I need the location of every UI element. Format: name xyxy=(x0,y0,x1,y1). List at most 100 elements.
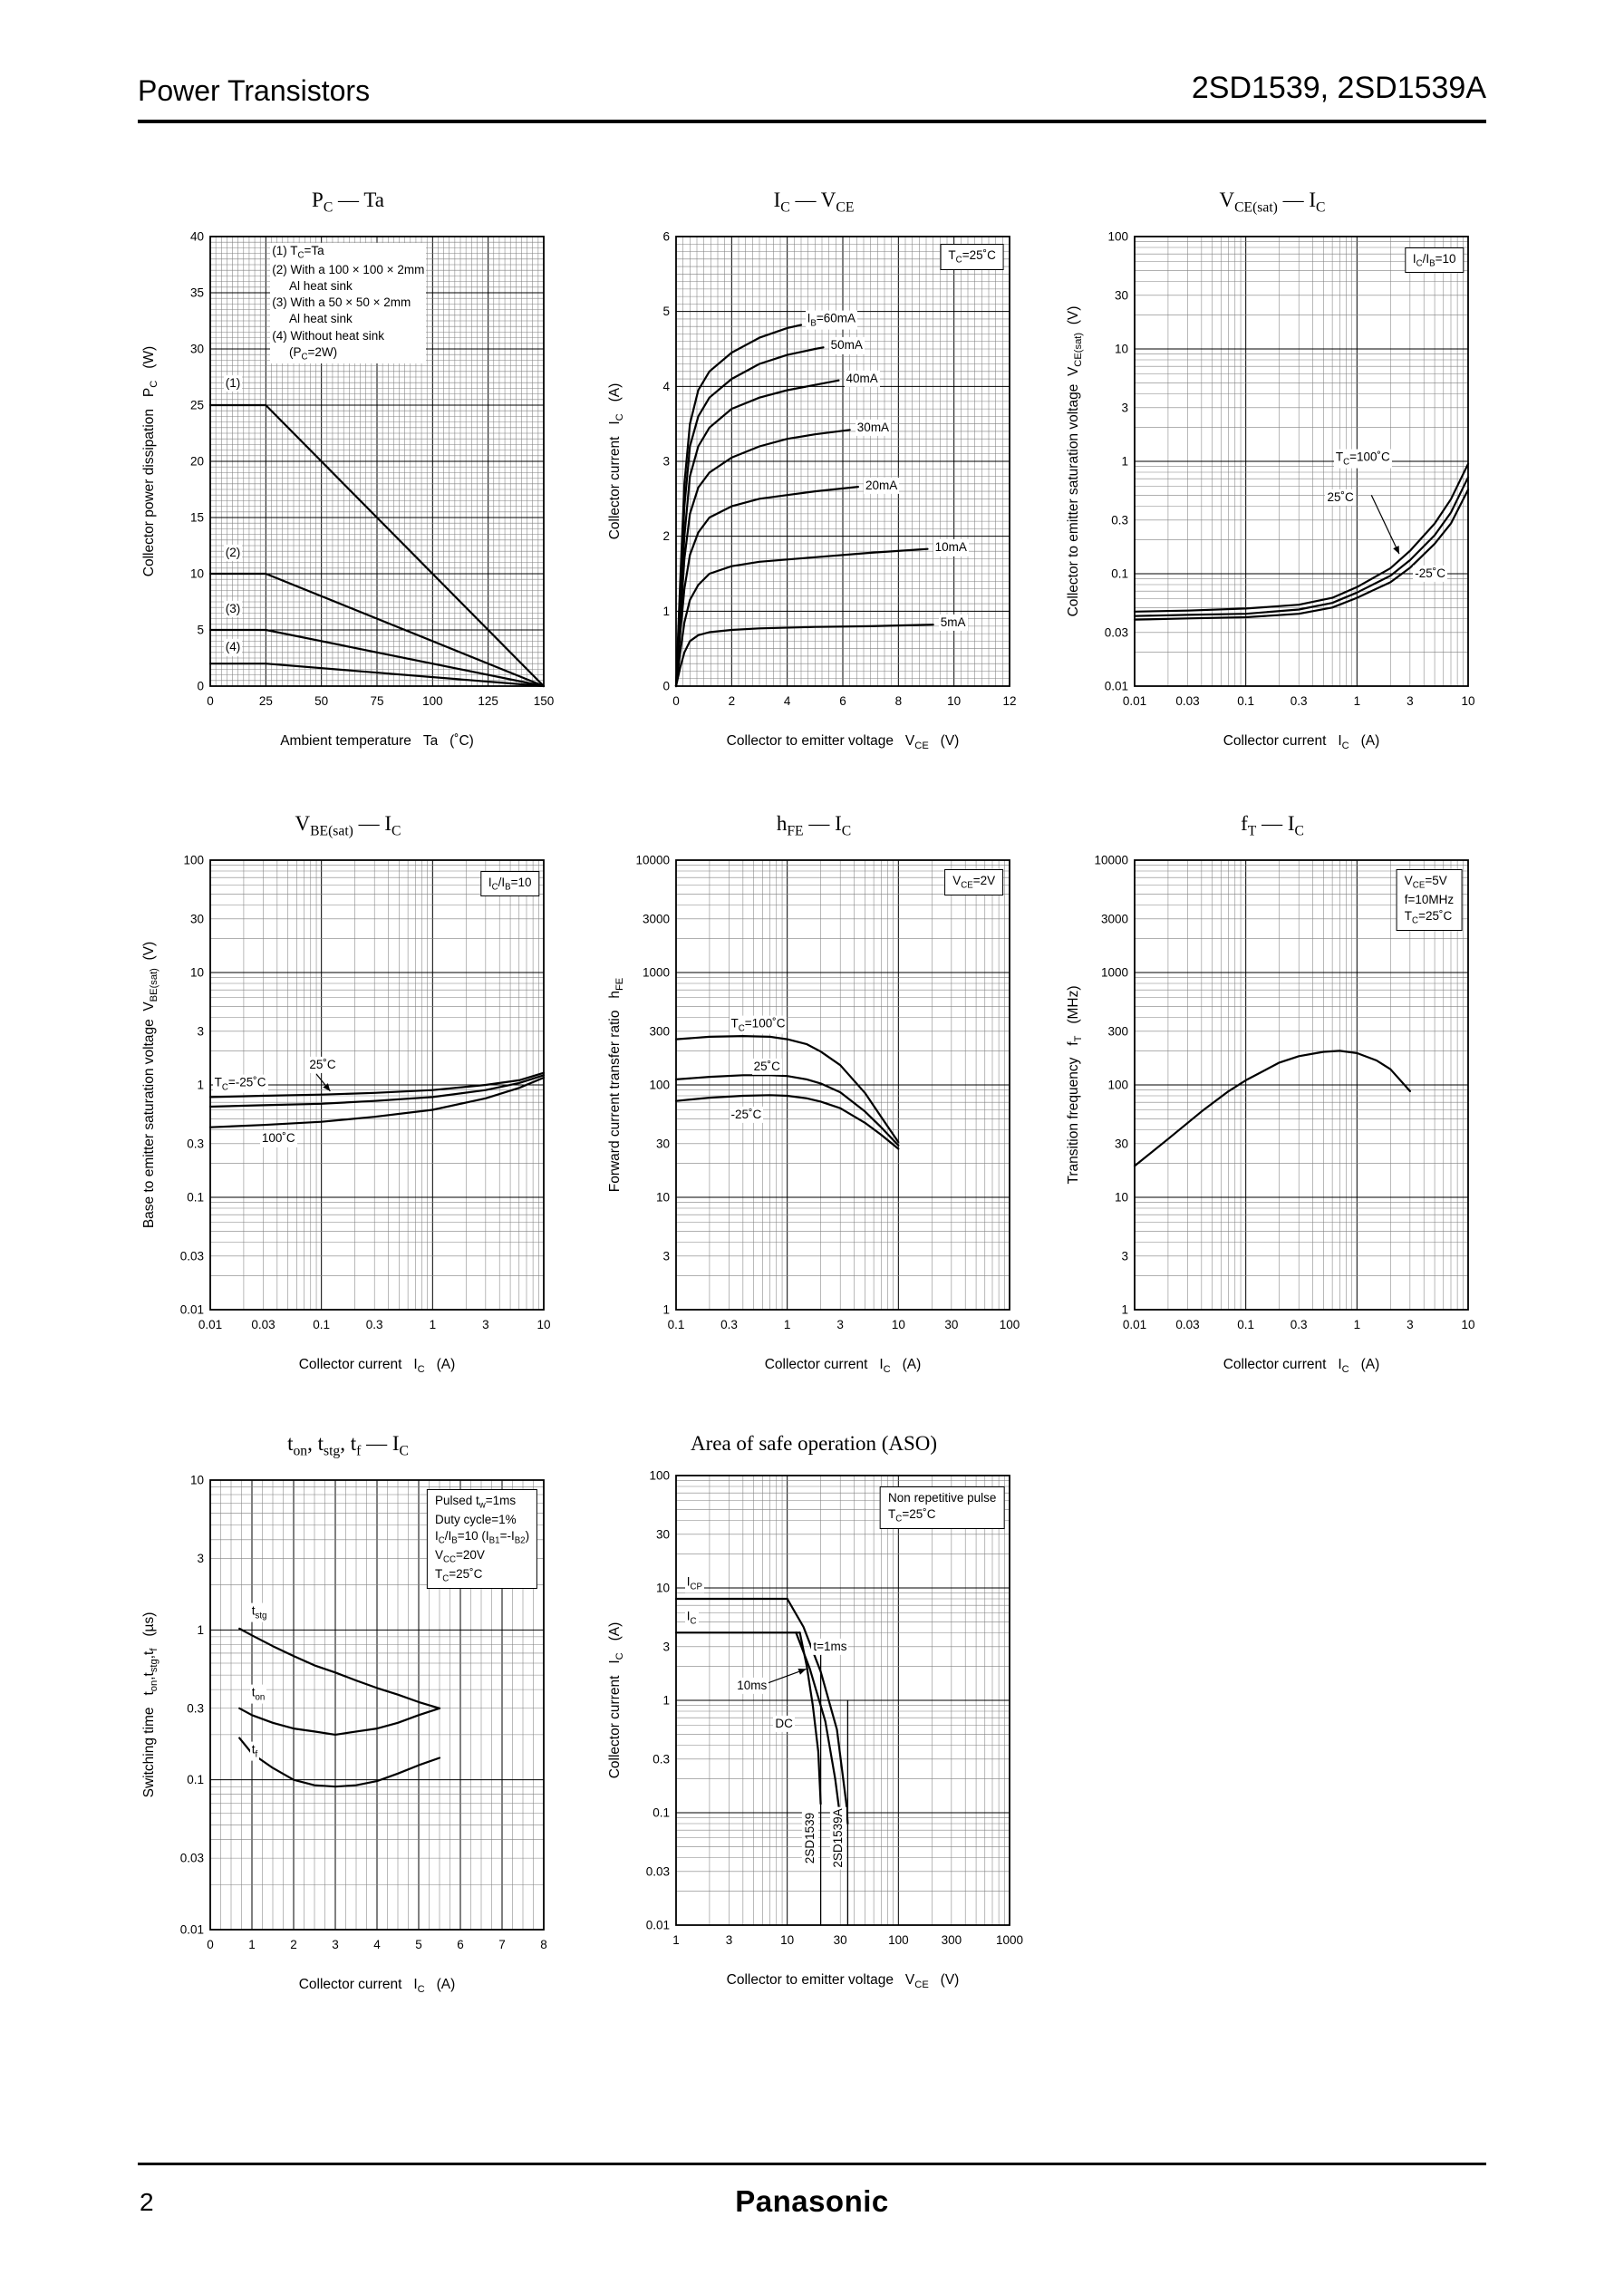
svg-text:0.03: 0.03 xyxy=(180,1851,204,1864)
footer-rule xyxy=(138,2163,1486,2165)
svg-text:8: 8 xyxy=(540,1938,547,1951)
curve-label-ib20: 20mA xyxy=(864,477,900,494)
series-ib-5ma xyxy=(674,623,934,687)
curve-label-25c: 25˚C xyxy=(751,1058,782,1075)
chart-title: fT — IC xyxy=(1241,812,1304,839)
chart-plot-area: 0.1 0.3 1 3 10 30 100 1 3 10 30 100 300 1000 3000 10000… xyxy=(605,847,1022,1355)
y-axis-label: Base to emitter saturation voltage VBE(s… xyxy=(140,941,160,1228)
header-rule xyxy=(138,120,1486,123)
svg-text:0.01: 0.01 xyxy=(180,1922,204,1936)
chart-ic-vce: IC — VCE 0 2 4 6 8 10 12 0 1 2 3 4 5 6 TC=25˚C IB=60mA 50… xyxy=(564,189,1035,751)
curve-label-ib50: 50mA xyxy=(828,337,865,354)
chart-plot-area: 0 1 2 3 4 5 6 7 8 0.01 0.03 0.1 0.3 1 3 10 Pulsed tw=1ms… xyxy=(140,1467,556,1975)
svg-text:1: 1 xyxy=(662,1302,670,1316)
svg-text:0.1: 0.1 xyxy=(313,1318,330,1331)
svg-text:0.1: 0.1 xyxy=(187,1190,204,1204)
svg-text:10: 10 xyxy=(1115,342,1128,355)
curve-label-ib30: 30mA xyxy=(855,420,892,437)
y-axis-label: Collector power dissipation PC (W) xyxy=(140,345,160,576)
x-axis-label: Collector current IC (A) xyxy=(1223,1356,1380,1375)
chart-plot-area: 0 2 4 6 8 10 12 0 1 2 3 4 5 6 TC=25˚C IB=60mA 50mA 40mA 30… xyxy=(605,224,1022,731)
curve-label-ton: ton xyxy=(249,1684,267,1704)
svg-text:3000: 3000 xyxy=(1101,912,1128,925)
svg-text:300: 300 xyxy=(1107,1024,1128,1038)
svg-text:1: 1 xyxy=(197,1622,204,1636)
svg-text:1: 1 xyxy=(1121,454,1128,468)
chart-canvas: 0.01 0.03 0.1 0.3 1 3 10 0.01 0.03 0.1 0.3 1 3 10 30 10… xyxy=(180,853,551,1331)
curve-label-tf: tf xyxy=(249,1741,260,1761)
y-axis-label: Collector to emitter saturation voltage … xyxy=(1065,305,1085,616)
svg-text:15: 15 xyxy=(190,510,204,524)
svg-text:3: 3 xyxy=(1406,1318,1414,1331)
chart-plot-area: 1 3 10 30 100 300 1000 0.01 0.03 0.1 0.3 1 3 10 30 100 N… xyxy=(605,1463,1023,1970)
svg-text:0.3: 0.3 xyxy=(1290,1318,1308,1331)
svg-text:2: 2 xyxy=(290,1938,297,1951)
svg-text:5: 5 xyxy=(197,623,204,636)
tick-labels: 0.01 0.03 0.1 0.3 1 3 10 1 3 10 30 100 300 1000 3000 10… xyxy=(1094,853,1474,1331)
tick-labels: 0.01 0.03 0.1 0.3 1 3 10 0.01 0.03 0.1 0.3 1 3 10 30 10… xyxy=(180,853,551,1331)
svg-text:10000: 10000 xyxy=(635,853,670,866)
svg-text:10: 10 xyxy=(1461,1318,1474,1331)
x-axis-label: Ambient temperature Ta (˚C) xyxy=(280,732,474,749)
svg-text:8: 8 xyxy=(895,694,903,708)
svg-text:5: 5 xyxy=(662,305,670,318)
svg-text:1: 1 xyxy=(1121,1302,1128,1316)
chart-ft-ic: fT — IC 0.01 0.03 0.1 0.3 1 3 10 1 3 10 30 100 300 100… xyxy=(1022,812,1494,1375)
chart-title: VBE(sat) — IC xyxy=(295,812,401,839)
chart-pc-ta: PC — Ta 0 25 50 75 100 125 150 0 5 10 15 20 25 30 35 40 (… xyxy=(98,189,569,750)
curve-label-4: (4) xyxy=(223,639,243,656)
conditions-box: IC/IB=10 xyxy=(479,870,540,897)
svg-text:30: 30 xyxy=(656,1527,670,1541)
chart-aso: Area of safe operation (ASO) 1 3 10 30 100 300… xyxy=(564,1432,1035,1990)
svg-text:25: 25 xyxy=(259,694,273,708)
svg-text:1000: 1000 xyxy=(643,965,670,979)
curve-label-ib5: 5mA xyxy=(938,615,968,632)
svg-text:0.01: 0.01 xyxy=(646,1919,670,1932)
svg-text:0.03: 0.03 xyxy=(251,1318,275,1331)
svg-text:30: 30 xyxy=(944,1318,958,1331)
svg-text:0.1: 0.1 xyxy=(668,1318,685,1331)
svg-text:0: 0 xyxy=(207,694,214,708)
svg-text:3: 3 xyxy=(662,1249,670,1263)
svg-text:10: 10 xyxy=(536,1318,550,1331)
annotation-arrow xyxy=(315,1073,331,1091)
svg-text:0.01: 0.01 xyxy=(1123,1318,1146,1331)
svg-text:30: 30 xyxy=(834,1933,847,1947)
svg-text:0.3: 0.3 xyxy=(652,1752,670,1766)
tick-labels: 0.1 0.3 1 3 10 30 100 1 3 10 30 100 300 1000 3000 10000 xyxy=(635,853,1020,1331)
curve-label-2: (2) xyxy=(223,545,243,562)
curve-label-100c: 100˚C xyxy=(259,1130,297,1147)
svg-text:2: 2 xyxy=(729,694,736,708)
svg-text:0.03: 0.03 xyxy=(1105,625,1128,639)
curve-label-25c: 25˚C xyxy=(1325,489,1356,507)
svg-text:6: 6 xyxy=(457,1938,464,1951)
curve-label-ib10: 10mA xyxy=(933,539,969,557)
page-number: 2 xyxy=(140,2188,154,2216)
svg-text:100: 100 xyxy=(888,1933,909,1947)
chart-vbesat-ic: VBE(sat) — IC 0.01 0.03 0.1 0.3 1 3 10 0.01 0.03 0… xyxy=(98,812,569,1375)
svg-text:0.01: 0.01 xyxy=(1105,679,1128,692)
chart-canvas: 0.1 0.3 1 3 10 30 100 1 3 10 30 100 300 1000 3000 10000 xyxy=(635,853,1020,1331)
curve-label-m25c: -25˚C xyxy=(729,1106,764,1123)
svg-text:0.3: 0.3 xyxy=(1290,694,1308,708)
y-axis-label: Forward current transfer ratio hFE xyxy=(606,977,626,1192)
device-label-2sd1539: 2SD1539 xyxy=(801,1810,818,1865)
series-tc-25c xyxy=(1133,476,1470,617)
series-curve-4-no-heatsink xyxy=(208,662,546,687)
svg-text:25: 25 xyxy=(190,398,204,411)
series-tc-m25c xyxy=(674,1093,900,1150)
svg-text:0: 0 xyxy=(197,679,204,692)
conditions-box: IC/IB=10 xyxy=(1404,247,1464,274)
svg-text:2: 2 xyxy=(662,529,670,543)
svg-text:10: 10 xyxy=(190,566,204,580)
svg-text:4: 4 xyxy=(662,379,670,392)
svg-text:1: 1 xyxy=(430,1318,437,1331)
svg-text:300: 300 xyxy=(649,1024,670,1038)
annotation-arrow xyxy=(1370,494,1400,555)
svg-text:10: 10 xyxy=(656,1582,670,1595)
series-tc-100c xyxy=(208,1076,546,1128)
svg-text:1: 1 xyxy=(662,604,670,617)
series-tc-25c xyxy=(674,1073,900,1147)
svg-text:3: 3 xyxy=(662,1640,670,1653)
